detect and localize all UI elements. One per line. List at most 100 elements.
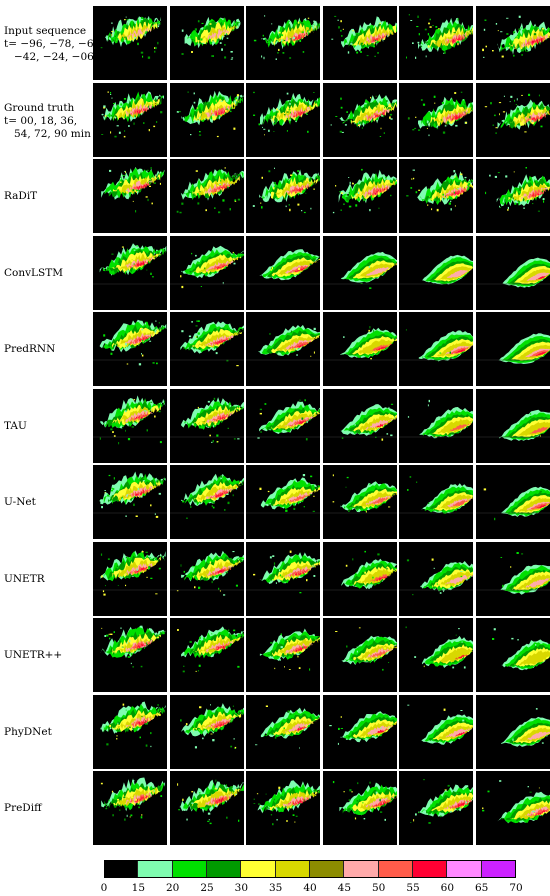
- colorbar-segment: [447, 860, 482, 878]
- echo-speckle: [193, 195, 195, 198]
- echo-speckle: [412, 593, 414, 595]
- echo-speckle: [488, 174, 491, 177]
- echo-speckle: [122, 703, 125, 706]
- radar-image: [246, 398, 320, 440]
- echo-speckle: [453, 170, 456, 173]
- echo-speckle: [334, 631, 337, 632]
- echo-speckle: [107, 557, 110, 560]
- reflectivity-contour: [526, 271, 550, 281]
- echo-speckle: [310, 475, 313, 478]
- radar-panel-prediff-6: [475, 771, 550, 845]
- echo-speckle: [180, 202, 183, 205]
- echo-speckle: [371, 735, 374, 738]
- echo-speckle: [520, 50, 522, 52]
- echo-speckle: [210, 55, 214, 57]
- echo-speckle: [179, 274, 181, 277]
- echo-speckle: [104, 492, 106, 494]
- echo-speckle: [353, 195, 356, 197]
- echo-speckle: [209, 188, 211, 190]
- echo-speckle: [152, 176, 154, 178]
- echo-speckle: [298, 642, 300, 644]
- echo-speckle: [127, 437, 131, 440]
- echo-speckle: [259, 412, 262, 414]
- echo-speckle: [191, 565, 194, 567]
- echo-speckle: [101, 574, 103, 578]
- radar-panel-convlstm-5: [399, 235, 473, 310]
- reflectivity-contour: [529, 502, 550, 510]
- echo-speckle: [505, 17, 508, 19]
- echo-speckle: [260, 430, 262, 433]
- row-label-predrnn: PredRNN: [4, 343, 92, 356]
- reflectivity-contour: [367, 32, 387, 44]
- echo-speckle: [439, 591, 442, 594]
- reflectivity-contour: [516, 421, 550, 436]
- echo-speckle: [294, 821, 296, 823]
- radar-image: [500, 707, 550, 747]
- echo-speckle: [333, 15, 336, 17]
- radar-image: [399, 476, 473, 514]
- reflectivity-contour: [294, 419, 308, 425]
- echo-speckle: [368, 265, 370, 268]
- echo-speckle: [150, 401, 153, 403]
- row-label-unetr-pp: UNETR++: [4, 649, 92, 662]
- echo-speckle: [414, 656, 417, 658]
- echo-speckle: [126, 19, 129, 21]
- echo-speckle: [344, 195, 347, 197]
- radar-image: [475, 551, 550, 595]
- echo-speckle: [491, 638, 494, 640]
- echo-speckle: [375, 791, 377, 794]
- echo-speckle: [190, 321, 193, 323]
- echo-speckle: [340, 209, 342, 211]
- echo-speckle: [177, 809, 180, 811]
- reflectivity-contour: [446, 187, 467, 198]
- echo-speckle: [358, 627, 361, 629]
- echo-speckle: [109, 724, 111, 727]
- echo-speckle: [233, 437, 236, 439]
- colorbar-tick-label: 55: [406, 882, 420, 894]
- reflectivity-contour: [209, 105, 230, 118]
- colorbar-tick-label: 40: [303, 882, 317, 894]
- echo-speckle: [149, 556, 151, 558]
- reflectivity-contour: [454, 348, 468, 354]
- colorbar-tick-label: 0: [100, 882, 108, 894]
- echo-speckle: [483, 28, 485, 31]
- echo-speckle: [236, 665, 239, 668]
- echo-speckle: [109, 726, 111, 729]
- reflectivity-contour: [129, 716, 151, 728]
- echo-speckle: [355, 51, 358, 54]
- echo-speckle: [210, 633, 212, 635]
- echo-speckle: [529, 412, 531, 415]
- echo-speckle: [119, 809, 121, 811]
- echo-speckle: [146, 576, 148, 578]
- echo-speckle: [124, 36, 127, 38]
- radar-image: [475, 486, 550, 521]
- echo-speckle: [198, 705, 201, 708]
- echo-speckle: [195, 118, 197, 121]
- echo-speckle: [197, 320, 200, 322]
- echo-speckle: [121, 427, 123, 429]
- echo-speckle: [143, 121, 145, 124]
- echo-speckle: [225, 816, 228, 819]
- echo-speckle: [363, 24, 365, 26]
- echo-speckle: [190, 252, 192, 254]
- echo-speckle: [219, 706, 221, 709]
- echo-speckle: [141, 328, 144, 331]
- echo-speckle: [209, 23, 211, 25]
- echo-speckle: [431, 558, 434, 561]
- echo-speckle: [160, 110, 163, 113]
- echo-speckle: [220, 100, 223, 102]
- echo-speckle: [429, 26, 432, 28]
- radar-image: [246, 248, 320, 284]
- echo-speckle: [297, 21, 300, 24]
- echo-speckle: [283, 263, 286, 265]
- echo-speckle: [389, 434, 392, 436]
- echo-speckle: [350, 791, 353, 793]
- colorbar-tick-label: 70: [509, 882, 523, 894]
- echo-speckle: [455, 124, 458, 127]
- echo-speckle: [181, 500, 184, 503]
- echo-speckle: [133, 398, 136, 400]
- echo-speckle: [376, 17, 379, 20]
- echo-speckle: [235, 584, 238, 587]
- echo-speckle: [138, 806, 140, 809]
- reflectivity-contour: [129, 640, 151, 652]
